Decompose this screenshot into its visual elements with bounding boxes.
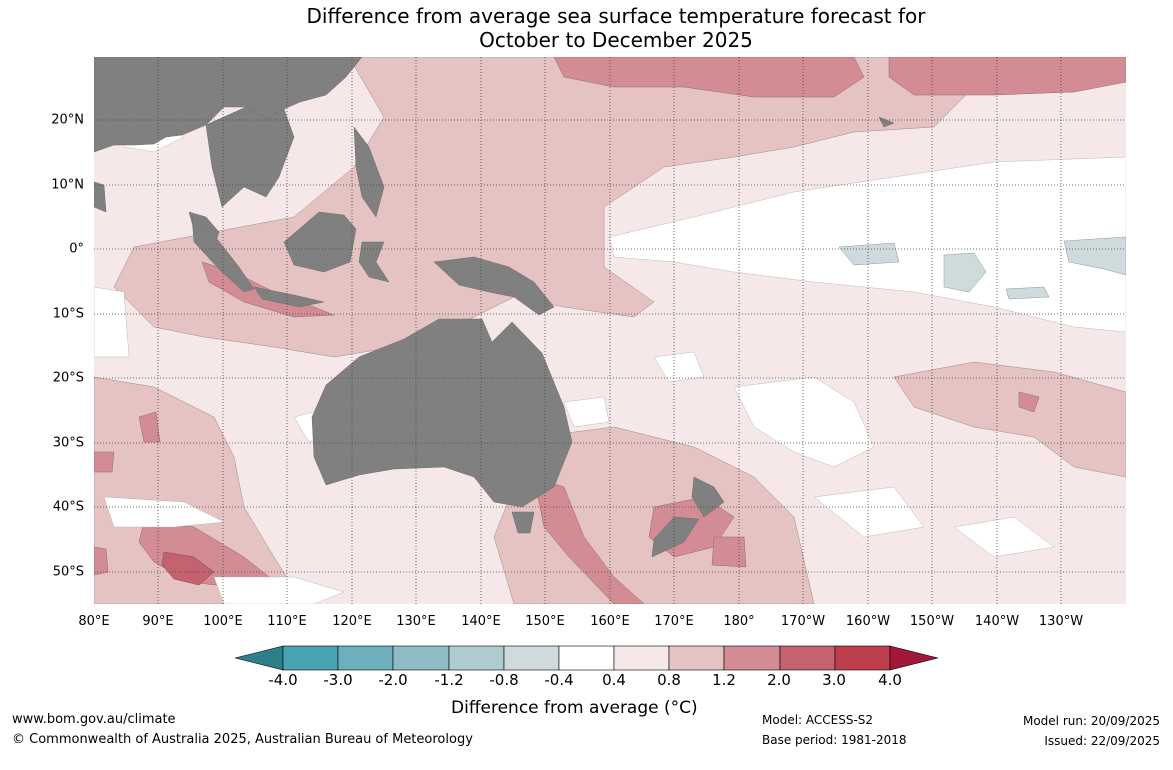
colorbar [234,645,939,671]
colorbar-segment [723,645,781,671]
lon-label: 140°E [461,614,501,629]
colorbar-tick-label: 2.0 [767,671,791,689]
website-link[interactable]: www.bom.gov.au/climate [12,712,176,727]
colorbar-tick-label: -4.0 [268,671,298,689]
lat-label: 20°S [52,370,84,386]
anomaly-band-cool [838,236,1126,300]
map-title: Difference from average sea surface temp… [0,4,1173,52]
colorbar-arrow-low [234,645,284,671]
base-period: Base period: 1981-2018 [762,733,907,747]
colorbar-tick-label: -2.0 [378,671,408,689]
lon-label: 100°E [203,614,243,629]
colorbar-segment [613,645,670,671]
landmass-sumatra [191,216,255,293]
map-title-line1: Difference from average sea surface temp… [306,4,926,28]
colorbar-tick-label: -1.2 [434,671,464,689]
colorbar-tick-label: 1.2 [712,671,736,689]
graticule [94,57,1126,604]
landmass-india-tip [94,181,107,213]
lon-label: 170°E [654,614,694,629]
colorbar-segment [282,645,339,671]
landmass-indochina [205,106,295,208]
sst-anomaly-map [94,57,1126,604]
model-name: Model: ACCESS-S2 [762,713,874,727]
colorbar-segment [668,645,725,671]
landmass-borneo [283,211,357,273]
land-masses [94,57,895,558]
colorbar-arrow-high [889,645,939,671]
lon-label: 180° [723,614,755,629]
lat-label: 10°N [51,177,84,193]
colorbar-segment [503,645,560,671]
lon-label: 120°E [332,614,372,629]
landmass-java [253,286,325,308]
colorbar-segment [558,645,615,671]
landmass-sulawesi [358,241,390,283]
lon-label: 90°E [142,614,174,629]
lon-label: 160°E [590,614,630,629]
landmass-tasmania [511,511,535,534]
landmass-philippines [353,126,385,218]
lon-label: 130°E [396,614,436,629]
colorbar-tick-label: 0.4 [602,671,626,689]
colorbar-segment [448,645,505,671]
lat-label: 50°S [52,564,84,580]
colorbar-segment [337,645,394,671]
colorbar-tick-label: 4.0 [878,671,902,689]
model-run-date: Model run: 20/09/2025 [1022,714,1160,728]
lon-label: 140°W [974,614,1020,629]
lon-label: 80°E [78,614,110,629]
lat-label: 30°S [52,435,84,451]
lat-label: 10°S [52,306,84,322]
landmass-nz-south [651,516,700,558]
lat-label: 0° [69,241,84,257]
lon-label: 150°W [909,614,955,629]
landmass-new-guinea [433,256,555,316]
anomaly-band-2.0-3.0 [161,551,215,586]
colorbar-tick-label: -0.8 [489,671,519,689]
colorbar-segment [834,645,891,671]
lon-label: 170°W [780,614,826,629]
colorbar-tick-label: 0.8 [657,671,681,689]
lat-label: 40°S [52,499,84,515]
lon-label: 150°E [525,614,565,629]
lat-label: 20°N [51,112,84,128]
issued-date: Issued: 22/09/2025 [1044,734,1160,748]
colorbar-segment [779,645,836,671]
colorbar-tick-label: -3.0 [323,671,353,689]
colorbar-tick-label: 3.0 [822,671,846,689]
lon-label: 160°W [845,614,891,629]
landmass-asia [94,57,363,153]
colorbar-segment [392,645,450,671]
colorbar-tick-label: -0.4 [544,671,574,689]
colorbar-title: Difference from average (°C) [451,698,698,718]
map-title-line2: October to December 2025 [479,28,753,52]
map-canvas [94,57,1126,604]
lon-label: 110°E [267,614,307,629]
lon-label: 130°W [1038,614,1084,629]
landmass-australia [311,318,573,508]
copyright-text: © Commonwealth of Australia 2025, Austra… [12,732,473,747]
